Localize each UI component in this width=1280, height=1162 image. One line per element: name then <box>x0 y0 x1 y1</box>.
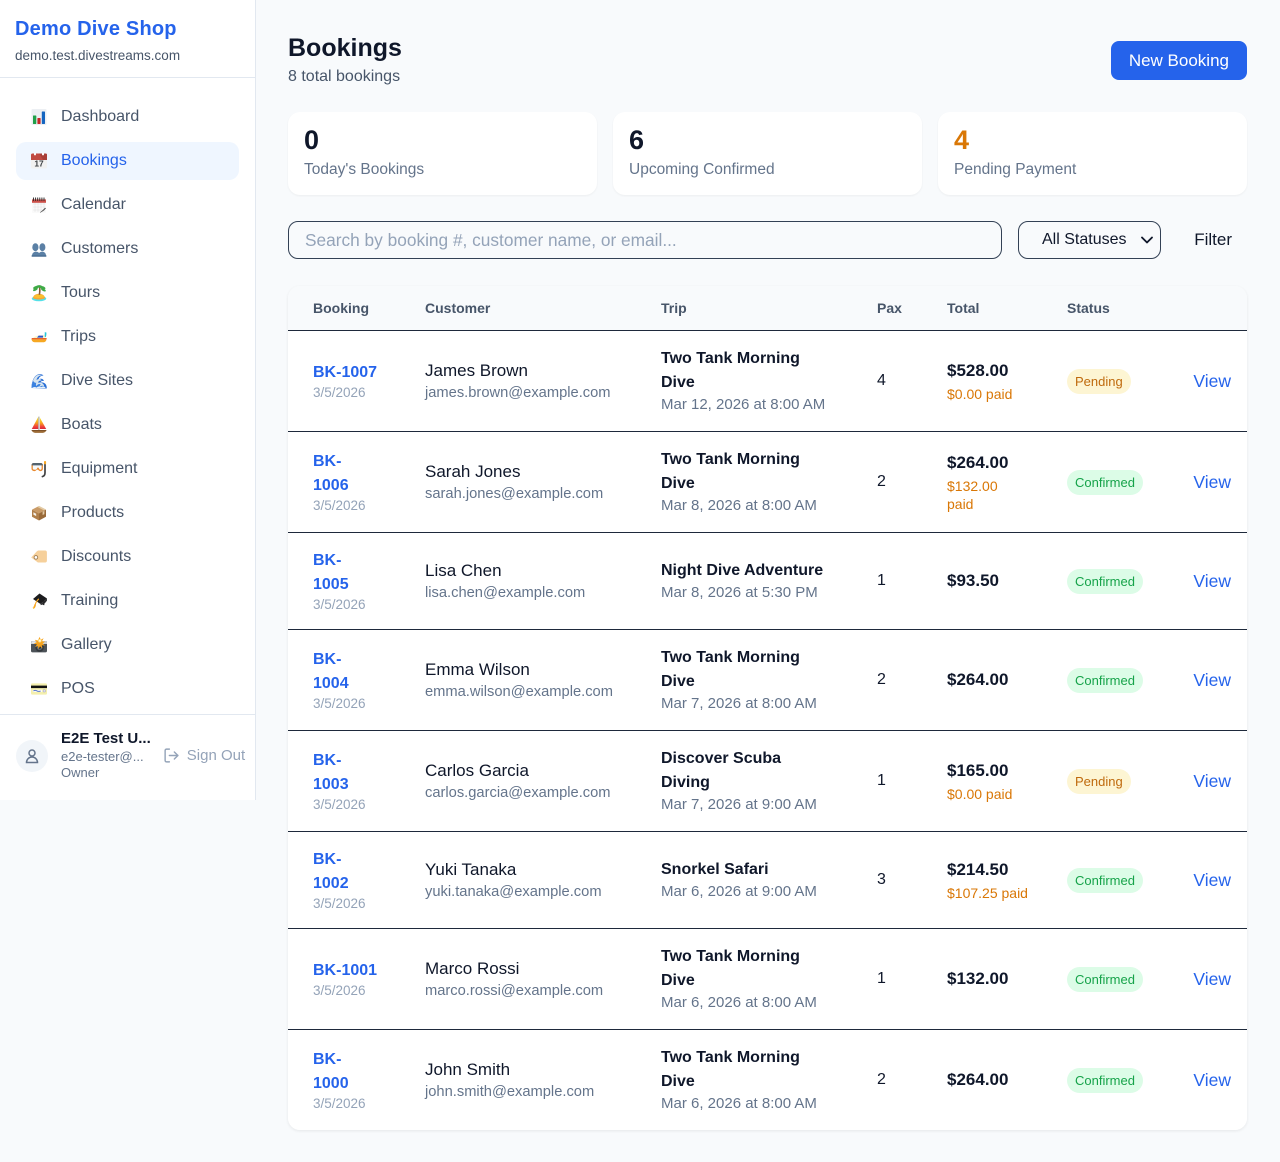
svg-text:17: 17 <box>34 159 44 169</box>
